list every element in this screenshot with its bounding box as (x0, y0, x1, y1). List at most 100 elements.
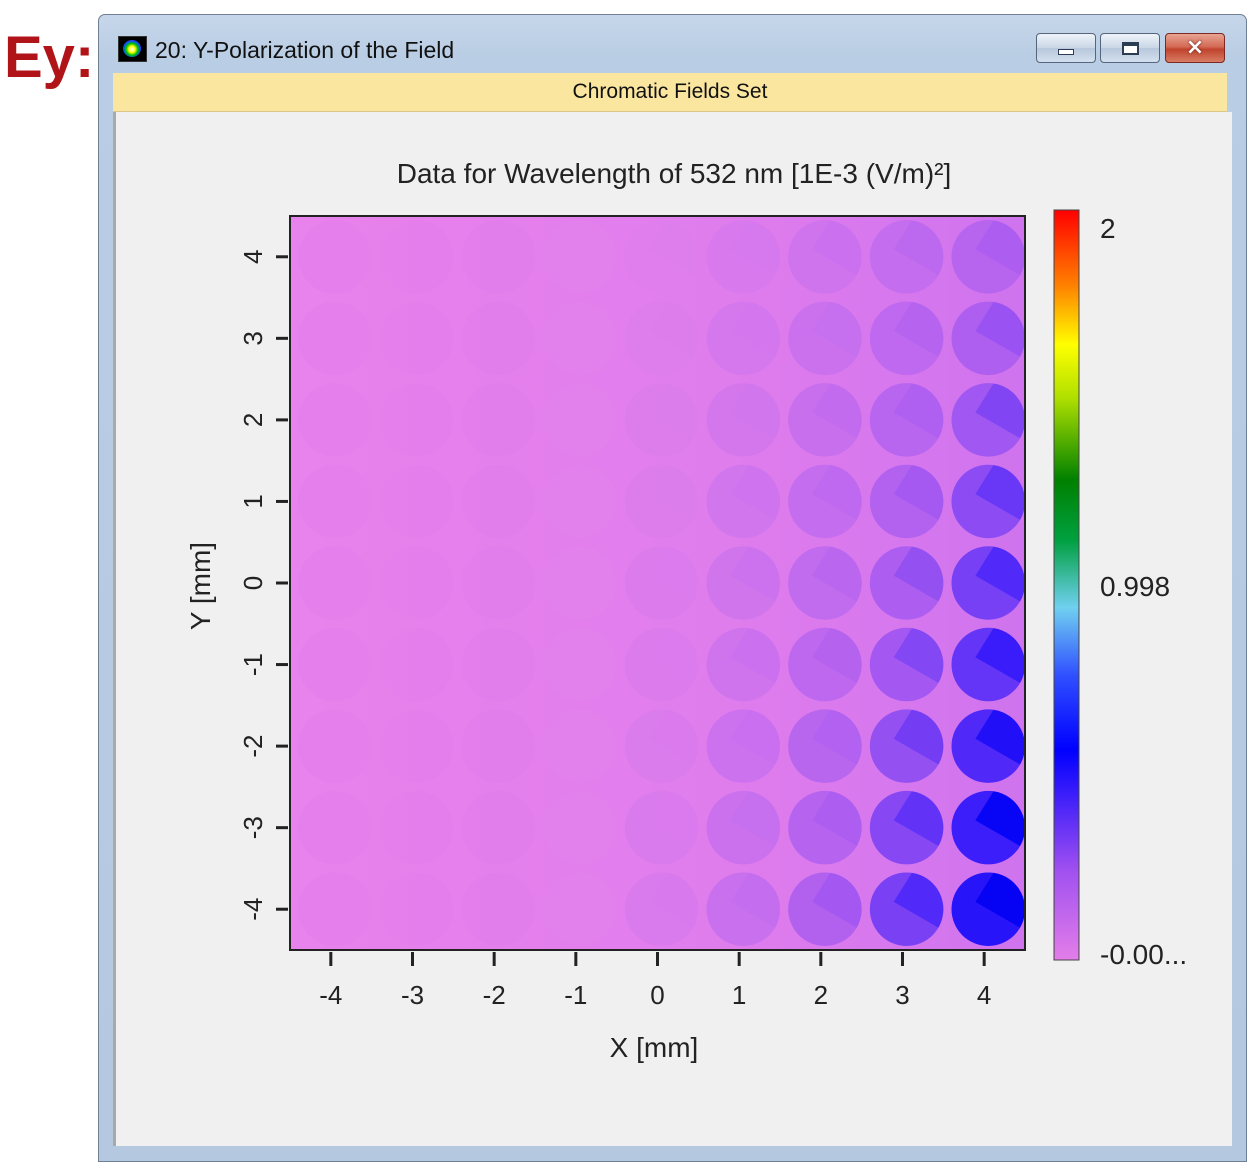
lens-spot-wedge (648, 872, 699, 928)
lens-spot (298, 220, 372, 294)
title-bar[interactable]: 20: Y-Polarization of the Field × (99, 15, 1246, 73)
lens-spot-wedge (893, 220, 944, 276)
plot-frame (289, 215, 1026, 951)
lens-spot-wedge (648, 709, 699, 765)
lens-spot-wedge (730, 709, 781, 765)
lens-spot (461, 464, 535, 539)
lens-spot-wedge (893, 791, 944, 847)
lens-spot-wedge (893, 465, 944, 520)
lens-spot (379, 301, 454, 376)
lens-spot-wedge (730, 791, 780, 847)
lens-spot-wedge (893, 546, 944, 602)
lens-spot (461, 627, 535, 702)
y-tick-label: 0 (238, 576, 268, 590)
maximize-button[interactable] (1100, 33, 1160, 63)
lens-spot-wedge (730, 220, 780, 276)
lens-spot (379, 872, 454, 946)
minimize-icon (1058, 49, 1074, 55)
lens-spot-wedge (893, 628, 944, 683)
y-tick-label: -4 (238, 898, 268, 921)
colorbar-tick-label: -0.00... (1100, 939, 1187, 970)
y-tick-label: 4 (238, 250, 268, 264)
lens-spot (298, 464, 372, 539)
y-tick-label: -1 (238, 653, 268, 676)
colorbar-tick-label: 2 (1100, 213, 1116, 244)
lens-spot-wedge (567, 709, 617, 765)
lens-spot-wedge (975, 383, 1025, 439)
y-tick-label: 3 (238, 331, 268, 345)
lens-spot (379, 546, 454, 620)
lens-spot-wedge (730, 301, 780, 357)
lens-spot-wedge (730, 872, 780, 928)
lens-spot-wedge (812, 546, 862, 602)
lens-spot-wedge (648, 628, 699, 683)
lens-spot-wedge (648, 301, 699, 357)
lens-spot-wedge (975, 301, 1025, 357)
lens-spot-wedge (975, 465, 1025, 520)
y-tick-label: 1 (238, 494, 268, 508)
close-button[interactable]: × (1165, 33, 1225, 63)
lens-spot-wedge (812, 383, 862, 439)
lens-spot-wedge (975, 628, 1025, 683)
lens-spot-wedge (975, 220, 1025, 276)
window-title: 20: Y-Polarization of the Field (155, 37, 455, 63)
x-axis-label: X [mm] (610, 1032, 699, 1063)
x-tick-label: 1 (732, 980, 746, 1010)
lens-spot (298, 383, 372, 457)
lens-spot-wedge (975, 791, 1025, 847)
lens-spot-wedge (567, 628, 617, 683)
lens-spot (298, 872, 372, 946)
lens-spot (461, 872, 535, 946)
chart-title: Data for Wavelength of 532 nm [1E-3 (V/m… (397, 158, 952, 189)
colorbar-tick-label: 0.998 (1100, 571, 1170, 602)
lens-spot (461, 220, 535, 294)
lens-spot-wedge (567, 301, 617, 357)
y-axis: -4 -3 -2 -1 0 1 2 3 4 (238, 250, 288, 921)
lens-spot (461, 790, 535, 865)
y-axis-label: Y [mm] (185, 542, 216, 630)
x-tick-label: 2 (814, 980, 828, 1010)
field-view-icon (118, 36, 147, 62)
subset-banner: Chromatic Fields Set (113, 73, 1227, 112)
lens-spot-wedge (648, 465, 699, 520)
lens-spot-wedge (730, 628, 780, 683)
lens-spot (298, 790, 372, 865)
lens-spot-wedge (567, 465, 617, 520)
field-heatmap-chart[interactable]: Data for Wavelength of 532 nm [1E-3 (V/m… (116, 112, 1232, 1146)
lens-spot (298, 301, 372, 376)
lens-spot (298, 627, 372, 702)
lens-spot-wedge (567, 791, 617, 847)
lens-spot-wedge (648, 383, 699, 439)
lens-spot-wedge (567, 546, 617, 602)
lens-spot (298, 546, 372, 620)
lens-spot-wedge (648, 546, 699, 602)
lens-spot-wedge (648, 791, 699, 847)
lens-spot (379, 709, 454, 783)
lens-spot-wedge (975, 709, 1025, 765)
y-tick-label: 2 (238, 413, 268, 427)
lens-spot-wedge (567, 383, 617, 439)
lens-spot (379, 383, 454, 457)
lens-spot-wedge (975, 872, 1025, 928)
lens-spot (379, 790, 454, 865)
x-axis: -4 -3 -2 -1 0 1 2 3 4 (319, 952, 991, 1010)
lens-spot-wedge (567, 220, 617, 276)
lens-spot-wedge (812, 301, 862, 357)
minimize-button[interactable] (1036, 33, 1096, 63)
y-tick-label: -3 (238, 816, 268, 839)
lens-spot-wedge (893, 872, 944, 928)
lens-spot (379, 627, 454, 702)
lens-spot (461, 709, 535, 783)
colorbar-ticks: 2 0.998 -0.00... (1100, 213, 1187, 970)
lens-spot-wedge (648, 220, 699, 276)
colorbar (1053, 209, 1080, 961)
lens-spot (298, 709, 372, 783)
x-tick-label: -1 (564, 980, 587, 1010)
y-tick-label: -2 (238, 735, 268, 758)
lens-spot-wedge (730, 465, 780, 520)
lenslet-spots (298, 220, 1025, 946)
lens-spot-wedge (730, 383, 781, 439)
x-tick-label: 4 (977, 980, 991, 1010)
lens-spot-wedge (812, 465, 862, 520)
lens-spot-wedge (812, 628, 862, 683)
